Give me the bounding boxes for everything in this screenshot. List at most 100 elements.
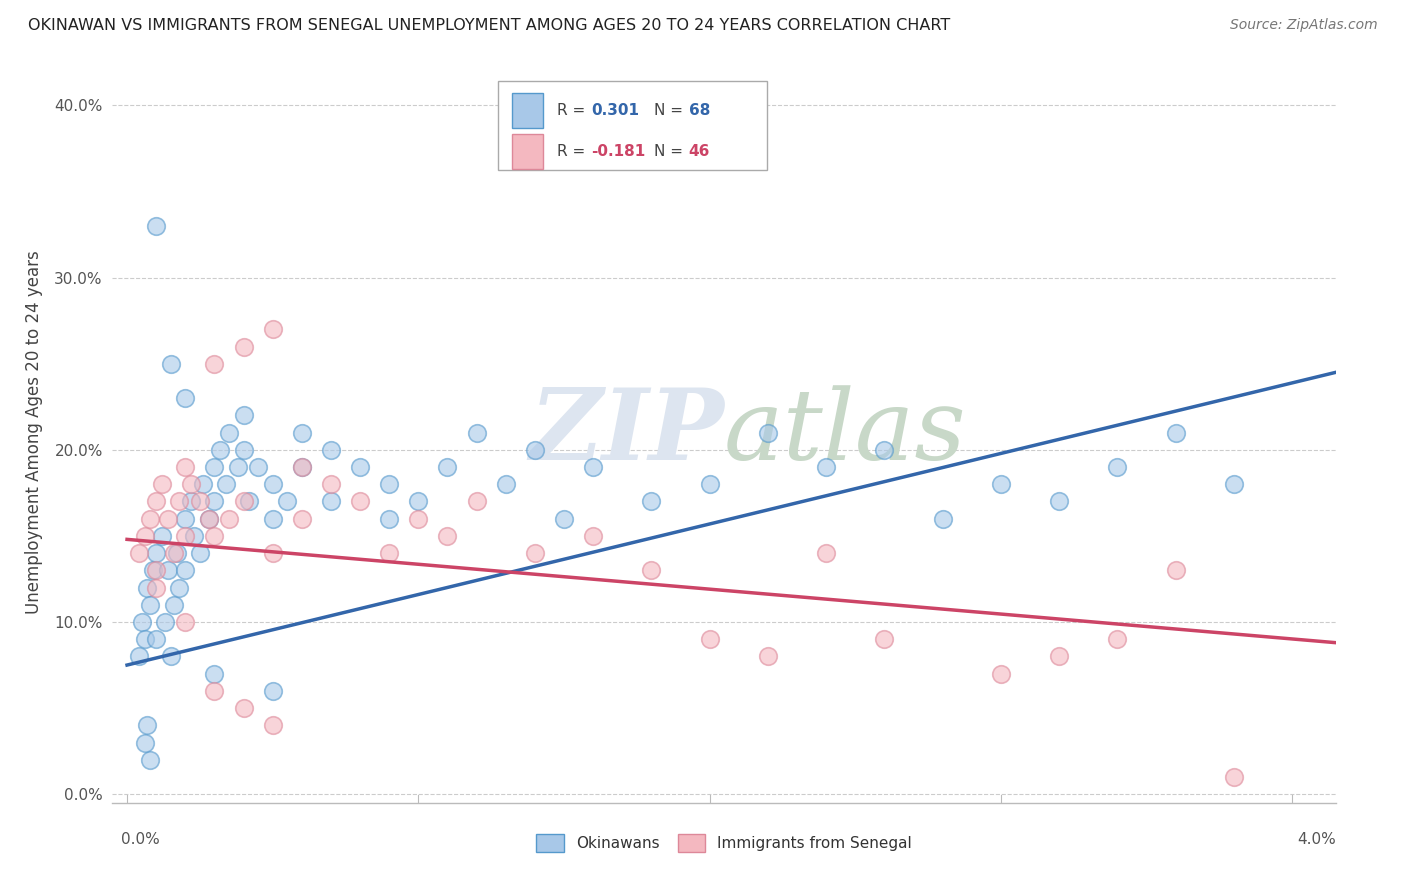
Point	[134, 735, 156, 749]
Point	[156, 512, 179, 526]
Point	[408, 494, 430, 508]
Point	[145, 219, 167, 233]
Point	[436, 529, 458, 543]
Point	[262, 684, 284, 698]
Point	[232, 409, 254, 423]
Text: 0.301: 0.301	[591, 103, 638, 118]
Text: N =: N =	[654, 103, 689, 118]
Point	[139, 598, 162, 612]
Point	[134, 529, 156, 543]
Legend: Okinawans, Immigrants from Senegal: Okinawans, Immigrants from Senegal	[530, 829, 918, 858]
Point	[814, 546, 837, 560]
Point	[139, 753, 162, 767]
Point	[291, 460, 314, 475]
Point	[247, 460, 270, 475]
Point	[128, 546, 150, 560]
Point	[232, 339, 254, 353]
Point	[174, 391, 197, 405]
Point	[262, 512, 284, 526]
Text: 0.0%: 0.0%	[121, 832, 160, 847]
Point	[197, 512, 219, 526]
Point	[180, 494, 202, 508]
Point	[756, 649, 779, 664]
Point	[136, 718, 159, 732]
Point	[465, 425, 488, 440]
Text: 4.0%: 4.0%	[1296, 832, 1336, 847]
Point	[291, 425, 314, 440]
Point	[1107, 632, 1129, 647]
Point	[699, 632, 721, 647]
Point	[218, 512, 240, 526]
Point	[523, 442, 546, 457]
Point	[183, 529, 205, 543]
Point	[139, 512, 162, 526]
Point	[174, 615, 197, 629]
Point	[145, 546, 167, 560]
Point	[319, 442, 342, 457]
Point	[174, 512, 197, 526]
Point	[990, 477, 1012, 491]
Point	[202, 684, 225, 698]
Point	[1047, 494, 1070, 508]
Point	[931, 512, 953, 526]
Point	[202, 666, 225, 681]
Point	[756, 425, 779, 440]
Point	[699, 477, 721, 491]
Point	[169, 581, 191, 595]
Point	[553, 512, 575, 526]
Point	[238, 494, 260, 508]
Point	[131, 615, 153, 629]
Point	[262, 322, 284, 336]
FancyBboxPatch shape	[498, 81, 766, 169]
Point	[134, 632, 156, 647]
Text: Source: ZipAtlas.com: Source: ZipAtlas.com	[1230, 18, 1378, 32]
Point	[378, 512, 401, 526]
Point	[436, 460, 458, 475]
Point	[142, 563, 165, 577]
Point	[349, 460, 371, 475]
Point	[128, 649, 150, 664]
Text: R =: R =	[557, 103, 589, 118]
Point	[215, 477, 238, 491]
Point	[232, 701, 254, 715]
Point	[495, 477, 517, 491]
Point	[523, 546, 546, 560]
Point	[319, 494, 342, 508]
FancyBboxPatch shape	[512, 93, 543, 128]
Point	[145, 563, 167, 577]
FancyBboxPatch shape	[512, 134, 543, 169]
Point	[640, 494, 662, 508]
Point	[1164, 425, 1187, 440]
Point	[153, 615, 176, 629]
Point	[873, 632, 896, 647]
Point	[1164, 563, 1187, 577]
Point	[163, 546, 186, 560]
Point	[291, 512, 314, 526]
Text: 68: 68	[689, 103, 710, 118]
Point	[202, 357, 225, 371]
Point	[378, 546, 401, 560]
Point	[232, 442, 254, 457]
Point	[150, 529, 173, 543]
Point	[262, 718, 284, 732]
Point	[640, 563, 662, 577]
Point	[209, 442, 232, 457]
Point	[1222, 477, 1246, 491]
Point	[180, 477, 202, 491]
Point	[145, 632, 167, 647]
Point	[145, 581, 167, 595]
Point	[262, 477, 284, 491]
Point	[136, 581, 159, 595]
Text: R =: R =	[557, 144, 589, 159]
Point	[156, 563, 179, 577]
Text: 46: 46	[689, 144, 710, 159]
Text: OKINAWAN VS IMMIGRANTS FROM SENEGAL UNEMPLOYMENT AMONG AGES 20 TO 24 YEARS CORRE: OKINAWAN VS IMMIGRANTS FROM SENEGAL UNEM…	[28, 18, 950, 33]
Text: ZIP: ZIP	[529, 384, 724, 481]
Point	[159, 357, 181, 371]
Point	[232, 494, 254, 508]
Point	[349, 494, 371, 508]
Point	[191, 477, 214, 491]
Point	[378, 477, 401, 491]
Point	[169, 494, 191, 508]
Text: atlas: atlas	[724, 385, 967, 480]
